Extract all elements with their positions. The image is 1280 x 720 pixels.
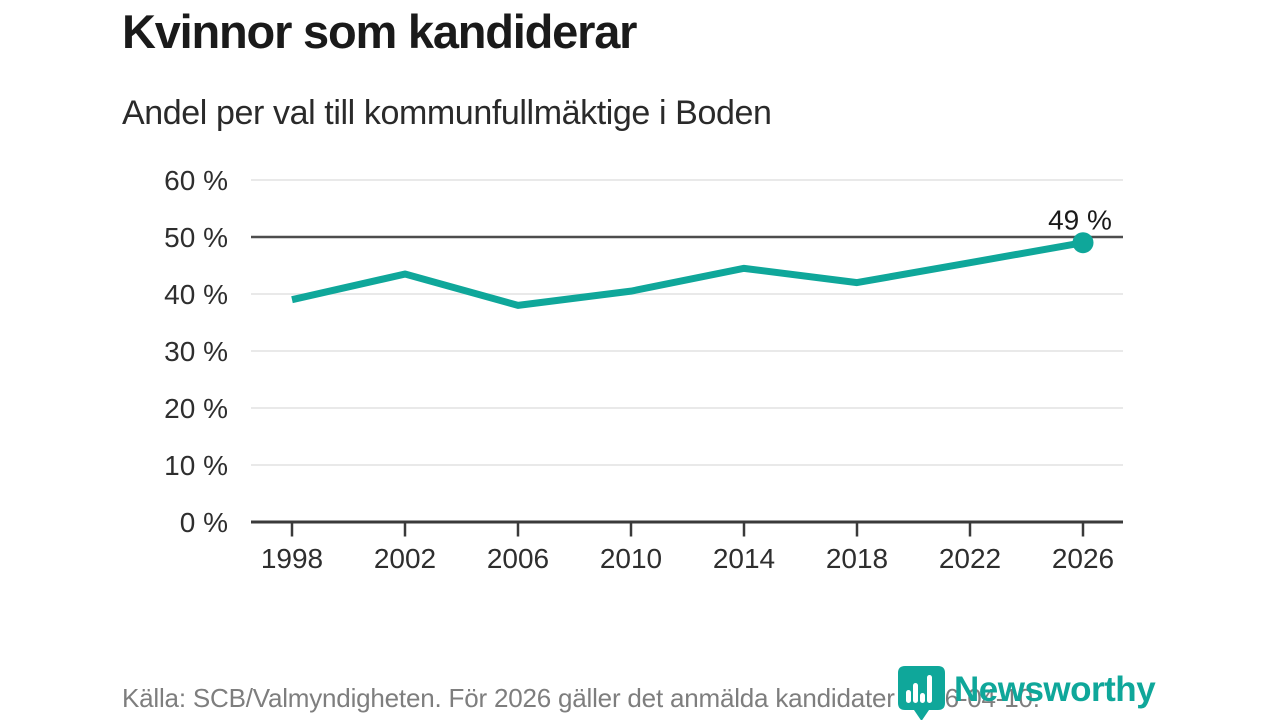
- newsworthy-logo: Newsworthy: [898, 666, 1156, 720]
- x-tick-label: 2006: [487, 543, 549, 574]
- x-tick-label: 2002: [374, 543, 436, 574]
- end-point-marker: [1072, 232, 1094, 254]
- x-tick-label: 2026: [1052, 543, 1114, 574]
- newsworthy-wordmark: Newsworthy: [954, 669, 1156, 709]
- y-tick-label: 20 %: [164, 393, 228, 424]
- bar-chart-pin-icon: [898, 666, 945, 720]
- x-tick-label: 2014: [713, 543, 775, 574]
- chart-title: Kvinnor som kandiderar: [122, 5, 637, 58]
- y-tick-label: 0 %: [180, 507, 228, 538]
- x-tick-label: 1998: [261, 543, 323, 574]
- x-tick-label: 2022: [939, 543, 1001, 574]
- y-tick-label: 40 %: [164, 279, 228, 310]
- y-tick-label: 60 %: [164, 165, 228, 196]
- data-series-line: [291, 239, 1084, 309]
- y-tick-label: 50 %: [164, 222, 228, 253]
- y-tick-label: 10 %: [164, 450, 228, 481]
- x-tick-label: 2010: [600, 543, 662, 574]
- source-note: Källa: SCB/Valmyndigheten. För 2026 gäll…: [122, 683, 1040, 713]
- chart-subtitle: Andel per val till kommunfullmäktige i B…: [122, 94, 772, 132]
- y-tick-label: 30 %: [164, 336, 228, 367]
- x-tick-label: 2018: [826, 543, 888, 574]
- end-value-label: 49 %: [1048, 205, 1112, 236]
